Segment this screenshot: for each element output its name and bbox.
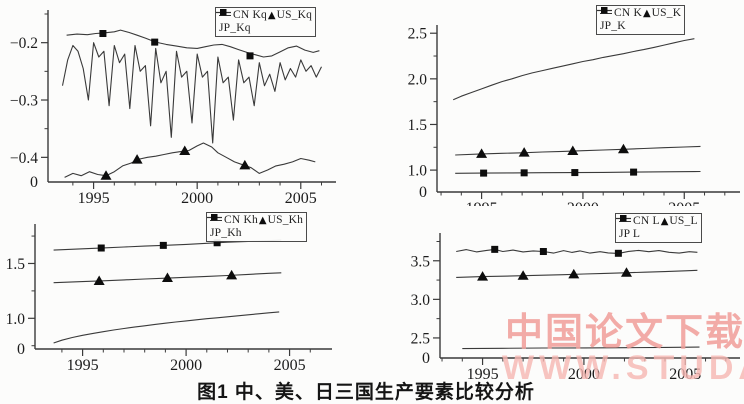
triangle-swatch-icon: ▲ — [267, 9, 276, 21]
kq-plot: 1995 2000 2005 −0.2 −0.3 −0.4 0 — [10, 10, 336, 206]
series-CN K — [452, 38, 695, 101]
US_Kh-triangle-marker — [161, 272, 173, 283]
origin-label: 0 — [422, 350, 430, 367]
kq-legend: CN Kq ▲ US_Kq JP_Kq — [215, 7, 317, 37]
US_K-triangle-marker — [617, 143, 629, 154]
kh-legend: CN Kh ▲ US_Kh JP_Kh — [206, 212, 308, 242]
x-tick-label: 2005 — [668, 200, 700, 206]
legend-label: CN Kh — [224, 214, 258, 226]
l-plot: 1995 2000 2005 2.5 3.0 3.5 0 — [411, 233, 740, 383]
x-tick-label: 2000 — [181, 190, 213, 206]
series-US_Kq — [64, 142, 316, 178]
JP_Kh-square-marker — [159, 241, 167, 249]
chart-kq-panel: 1995 2000 2005 −0.2 −0.3 −0.4 0 CN Kq ▲ US_Kq JP_K… — [0, 0, 352, 206]
US_L-triangle-marker — [477, 271, 489, 281]
x-tick-label: 2005 — [274, 357, 306, 374]
JP L-square-marker — [539, 248, 547, 256]
x-tick-label: 1995 — [67, 357, 99, 374]
legend-label: US_L — [669, 215, 698, 227]
series-US_K — [455, 145, 701, 156]
legend-label: JP L — [619, 228, 641, 240]
x-tick-label: 2000 — [568, 366, 600, 383]
JP L-square-marker — [614, 249, 622, 257]
series-JP_K — [455, 170, 701, 174]
chart-l-panel: 1995 2000 2005 2.5 3.0 3.5 0 CN L ▲ US_L JP L — [372, 205, 744, 383]
JP_K-square-marker — [520, 169, 528, 177]
origin-label: 0 — [419, 184, 427, 201]
x-tick-label: 1995 — [78, 190, 110, 206]
y-tick-label: 3.5 — [411, 253, 431, 270]
x-tick-label: 1995 — [467, 366, 499, 383]
series-JP_Kq — [66, 29, 320, 58]
US_K-triangle-marker — [518, 147, 530, 157]
JP_Kq-square-marker — [151, 38, 159, 46]
JP_K-square-marker — [480, 169, 488, 177]
y-tick-label: 1.0 — [408, 163, 428, 180]
legend-label: CN K — [614, 7, 642, 19]
origin-label: 0 — [17, 341, 25, 358]
y-tick-label: 1.5 — [408, 117, 428, 134]
JP_Kh-square-marker — [213, 239, 221, 247]
l-legend: CN L ▲ US_L JP L — [615, 213, 702, 243]
y-tick-label: 1.5 — [6, 256, 26, 273]
triangle-swatch-icon: ▲ — [660, 215, 669, 227]
series-CN Kh — [53, 311, 280, 344]
triangle-swatch-icon: ▲ — [258, 214, 267, 226]
US_Kq-triangle-marker — [179, 145, 191, 156]
x-tick-label: 1995 — [466, 200, 498, 206]
legend-label: JP_Kh — [210, 227, 242, 239]
series-US_L — [456, 269, 698, 278]
legend-label: US_Kh — [267, 214, 304, 226]
series-CN L — [462, 346, 700, 350]
legend-label: JP_Kq — [219, 22, 251, 34]
y-tick-label: −0.4 — [10, 150, 38, 167]
legend-label: US_K — [651, 7, 682, 19]
US_K-triangle-marker — [476, 148, 488, 158]
US_Kh-triangle-marker — [226, 269, 238, 280]
y-tick-label: 3.0 — [411, 292, 431, 309]
figure-caption: 图1 中、美、日三国生产要素比较分析 — [197, 382, 535, 403]
JP L-square-marker — [491, 245, 499, 253]
y-tick-label: −0.3 — [10, 93, 38, 110]
triangle-swatch-icon: ▲ — [642, 7, 651, 19]
x-tick-label: 2000 — [567, 200, 599, 206]
x-tick-label: 2000 — [170, 357, 202, 374]
legend-label: CN L — [633, 215, 660, 227]
x-tick-label: 2005 — [285, 190, 317, 206]
k-plot: 1995 2000 2005 1.0 1.5 2.0 2.5 0 — [408, 25, 740, 206]
US_K-triangle-marker — [567, 145, 579, 156]
US_Kq-triangle-marker — [131, 154, 143, 164]
JP_Kh-square-marker — [97, 244, 105, 252]
origin-label: 0 — [30, 174, 38, 191]
k-legend: CN K ▲ US_K JP_K — [596, 5, 686, 35]
x-tick-label: 2005 — [669, 366, 701, 383]
US_L-triangle-marker — [568, 268, 580, 279]
US_Kq-triangle-marker — [239, 159, 251, 170]
y-tick-label: 1.0 — [6, 311, 26, 328]
y-tick-label: 2.5 — [408, 26, 428, 43]
US_Kq-triangle-marker — [100, 170, 112, 180]
y-tick-label: 2.5 — [411, 330, 431, 347]
JP_Kq-square-marker — [246, 52, 254, 60]
y-tick-label: 2.0 — [408, 71, 428, 88]
series-CN Kq — [61, 42, 322, 144]
JP_Kq-square-marker — [99, 30, 107, 38]
US_L-triangle-marker — [517, 270, 529, 280]
legend-label: JP_K — [600, 20, 626, 32]
chart-kh-panel: 1995 2000 2005 1.0 1.5 0 CN Kh ▲ US_Kh JP_Kh — [0, 206, 352, 378]
legend-label: US_Kq — [276, 9, 313, 21]
US_L-triangle-marker — [620, 267, 632, 277]
JP_K-square-marker — [630, 168, 638, 176]
legend-label: CN Kq — [233, 9, 267, 21]
JP_K-square-marker — [571, 169, 579, 177]
chart-k-panel: 1995 2000 2005 1.0 1.5 2.0 2.5 0 CN K▲US_K JP_K — [372, 0, 744, 206]
US_Kh-triangle-marker — [93, 275, 105, 286]
y-tick-label: −0.2 — [10, 35, 38, 52]
